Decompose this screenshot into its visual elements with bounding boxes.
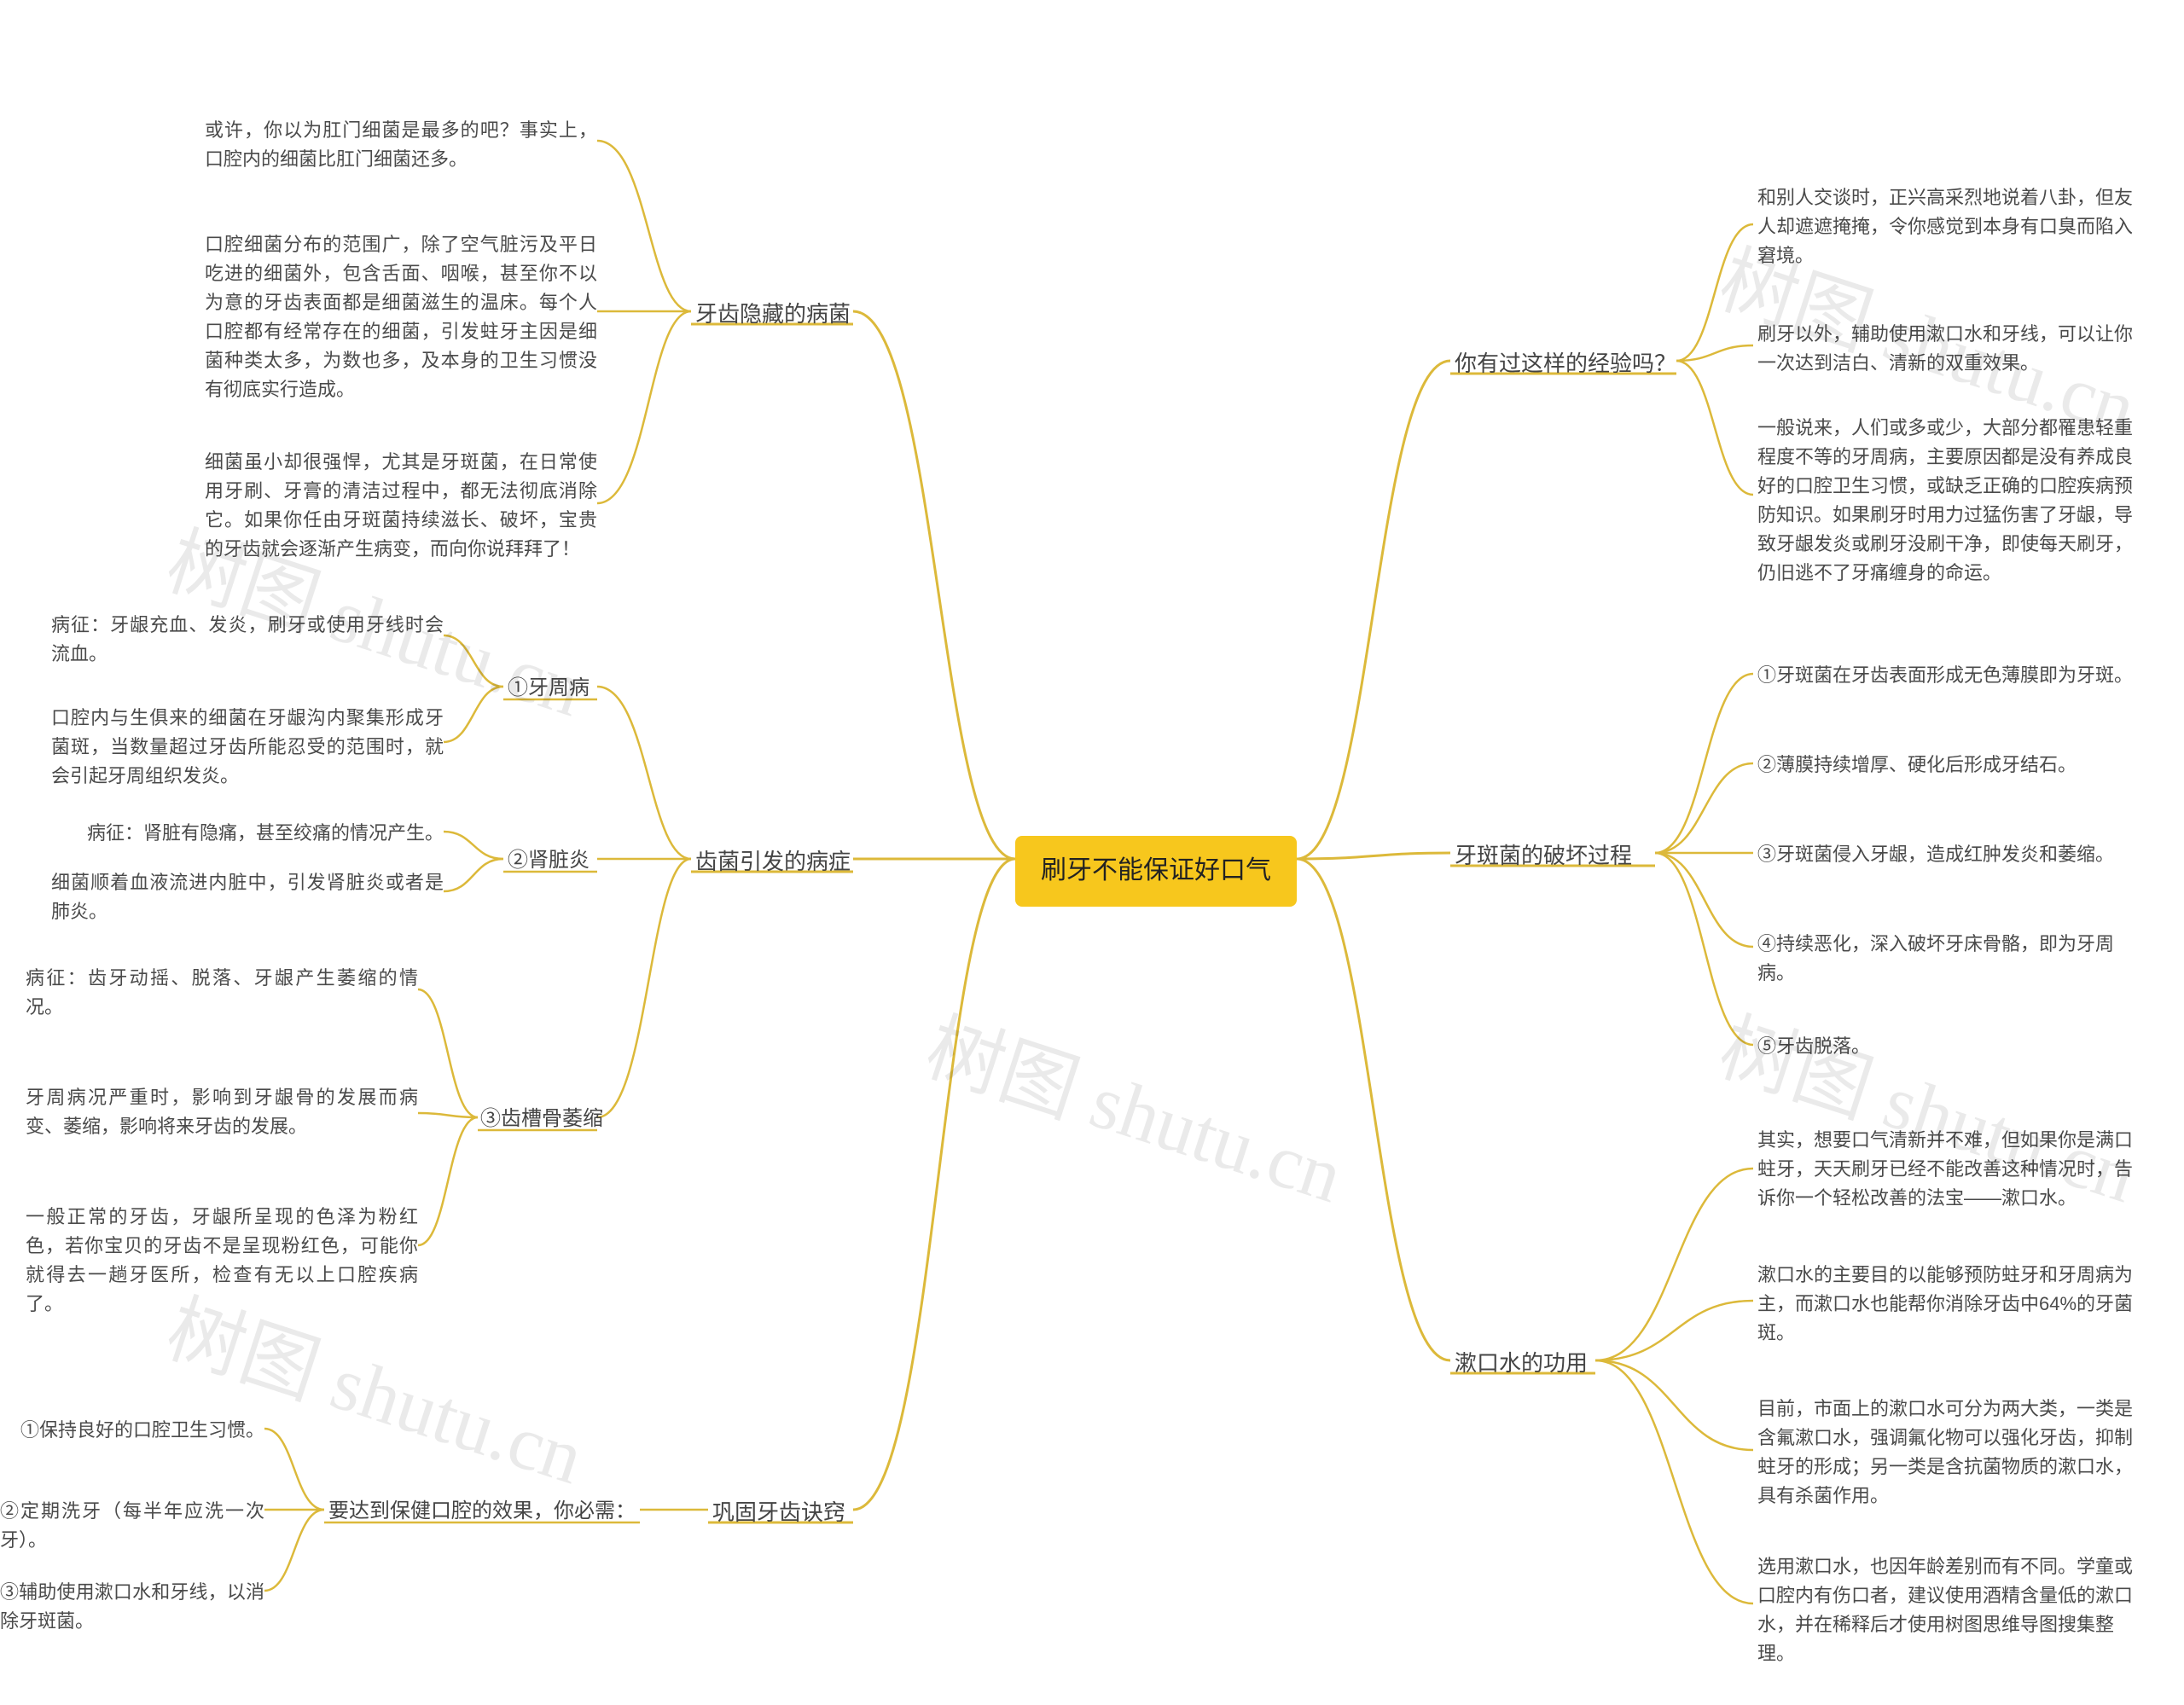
leaf-r3-1: 漱口水的主要目的以能够预防蛀牙和牙周病为主，而漱口水也能帮你消除牙齿中64%的牙… (1757, 1261, 2150, 1348)
leaf-r3-2: 目前，市面上的漱口水可分为两大类，一类是含氟漱口水，强调氟化物可以强化牙齿，抑制… (1757, 1395, 2150, 1511)
leaf-b1-0: 或许，你以为肛门细菌是最多的吧？事实上，口腔内的细菌比肛门细菌还多。 (205, 116, 597, 174)
branch-hidden-bacteria: 牙齿隐藏的病菌 (695, 297, 851, 331)
leaf-s3-1: 牙周病况严重时，影响到牙龈骨的发展而病变、萎缩，影响将来牙齿的发展。 (26, 1083, 418, 1141)
leaf-r2-4: ⑤牙齿脱落。 (1757, 1032, 1870, 1061)
leaf-b1-1: 口腔细菌分布的范围广，除了空气脏污及平日吃进的细菌外，包含舌面、咽喉，甚至你不以… (205, 230, 597, 405)
leaf-s1-0: 病征：牙龈充血、发炎，刷牙或使用牙线时会流血。 (51, 611, 444, 669)
leaf-s3-0: 病征：齿牙动摇、脱落、牙龈产生萎缩的情况。 (26, 964, 418, 1022)
sub-need-to: 要达到保健口腔的效果，你必需： (328, 1495, 636, 1527)
leaf-b3-2: ③辅助使用漱口水和牙线，以消除牙斑菌。 (0, 1578, 264, 1636)
leaf-b1-2: 细菌虽小却很强悍，尤其是牙斑菌，在日常使用牙刷、牙膏的清洁过程中，都无法彻底消除… (205, 448, 597, 564)
leaf-b3-1: ②定期洗牙（每半年应洗一次牙）。 (0, 1497, 264, 1555)
branch-diseases: 齿菌引发的病症 (695, 844, 851, 879)
root-node: 刷牙不能保证好口气 (1015, 836, 1297, 907)
watermark: 树图 shutu.cn (915, 985, 1358, 1224)
leaf-r3-3: 选用漱口水，也因年龄差别而有不同。学童或口腔内有伤口者，建议使用酒精含量低的漱口… (1757, 1552, 2150, 1668)
leaf-r3-0: 其实，想要口气清新并不难，但如果你是满口蛀牙，天天刷牙已经不能改善这种情况时，告… (1757, 1126, 2150, 1213)
sub-alveolar-atrophy: ③齿槽骨萎缩 (480, 1103, 603, 1134)
leaf-r1-2: 一般说来，人们或多或少，大部分都罹患轻重程度不等的牙周病，主要原因都是没有养成良… (1757, 414, 2150, 589)
sub-nephritis: ②肾脏炎 (508, 844, 590, 876)
leaf-r2-1: ②薄膜持续增厚、硬化后形成牙结石。 (1757, 751, 2077, 780)
leaf-s3-2: 一般正常的牙齿，牙龈所呈现的色泽为粉红色，若你宝贝的牙齿不是呈现粉红色，可能你就… (26, 1203, 418, 1319)
leaf-r1-1: 刷牙以外，辅助使用漱口水和牙线，可以让你一次达到洁白、清新的双重效果。 (1757, 320, 2150, 378)
leaf-b3-0: ①保持良好的口腔卫生习惯。 (20, 1416, 264, 1445)
sub-periodontal: ①牙周病 (508, 672, 590, 704)
leaf-r2-3: ④持续恶化，深入破坏牙床骨骼，即为牙周病。 (1757, 930, 2150, 988)
branch-experience: 你有过这样的经验吗？ (1455, 346, 1676, 380)
leaf-s1-1: 口腔内与生俱来的细菌在牙龈沟内聚集形成牙菌斑，当数量超过牙齿所能忍受的范围时，就… (51, 704, 444, 791)
leaf-s2-0: 病征：肾脏有隐痛，甚至绞痛的情况产生。 (87, 819, 444, 848)
leaf-s2-1: 细菌顺着血液流进内脏中，引发肾脏炎或者是肺炎。 (51, 868, 444, 926)
branch-strengthen-teeth: 巩固牙齿诀窍 (712, 1495, 845, 1529)
leaf-r2-2: ③牙斑菌侵入牙龈，造成红肿发炎和萎缩。 (1757, 840, 2114, 869)
leaf-r1-0: 和别人交谈时，正兴高采烈地说着八卦，但友人却遮遮掩掩，令你感觉到本身有口臭而陷入… (1757, 183, 2150, 270)
branch-plaque-destruction: 牙斑菌的破坏过程 (1455, 838, 1632, 873)
branch-mouthwash: 漱口水的功用 (1455, 1346, 1588, 1380)
leaf-r2-0: ①牙斑菌在牙齿表面形成无色薄膜即为牙斑。 (1757, 661, 2133, 690)
